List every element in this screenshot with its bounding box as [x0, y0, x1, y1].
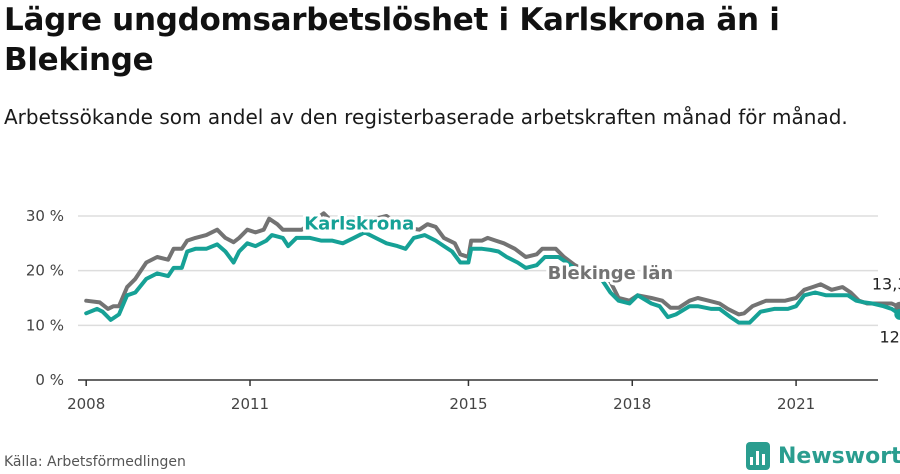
x-tick-label: 2011 [231, 395, 269, 413]
y-tick-label: 0 % [35, 371, 64, 389]
y-tick-label: 30 % [26, 207, 64, 225]
chart-subtitle: Arbetssökande som andel av den registerb… [4, 105, 848, 129]
x-tick-label: 2018 [613, 395, 651, 413]
brand-name: Newsworthy [778, 443, 900, 469]
x-tick-label: 2015 [449, 395, 487, 413]
y-tick-label: 20 % [26, 262, 64, 280]
y-tick-label: 10 % [26, 316, 64, 334]
x-tick-label: 2021 [777, 395, 815, 413]
series-name-label: Blekinge län [548, 263, 674, 284]
bar-chart-icon [746, 442, 770, 470]
series-end-point [894, 308, 900, 320]
series-lines [84, 211, 900, 325]
series-line [84, 211, 900, 317]
end-value-label: 12 % [880, 327, 900, 346]
axes: 0 % 10 % 20 % 30 % 2008 2011 2015 2018 2021 [26, 207, 878, 413]
brand-logo: Newsworthy [746, 440, 900, 472]
end-value-label: 13,3 % [872, 274, 900, 293]
x-tick-label: 2008 [67, 395, 105, 413]
line-chart: 0 % 10 % 20 % 30 % 2008 2011 2015 2018 2021 Karl… [26, 207, 900, 413]
series-line [84, 230, 900, 325]
grid-lines [78, 215, 878, 327]
series-labels: Karlskrona Blekinge län 13,3 % 12 % [301, 211, 900, 347]
source-note: Källa: Arbetsförmedlingen [4, 454, 186, 470]
chart-title: Lägre ungdomsarbetslöshet i Karlskrona ä… [4, 2, 780, 78]
series-name-label: Karlskrona [304, 214, 414, 235]
